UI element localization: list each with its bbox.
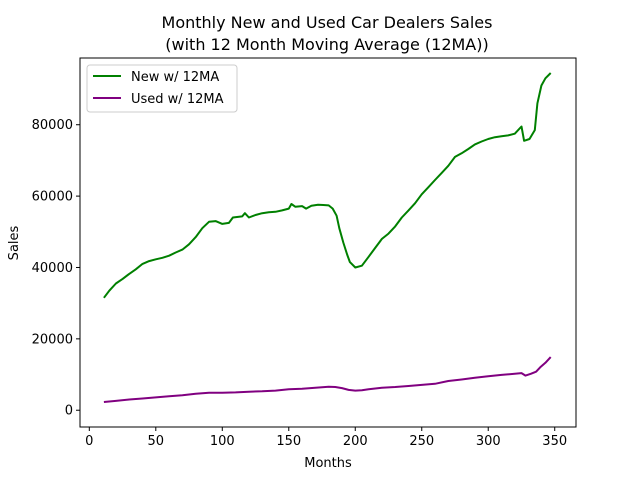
x-axis-ticks: 0 50 100 150 200 250 300 350: [85, 427, 567, 449]
y-tick-label: 60000: [32, 190, 73, 205]
y-axis-ticks: 0 20000 40000 60000 80000: [32, 118, 80, 419]
y-tick-label: 40000: [32, 261, 73, 276]
legend-frame: [86, 64, 238, 113]
legend-label-new: New w/ 12MA: [131, 70, 219, 85]
series-line-new: [103, 72, 552, 299]
chart-title-line-1: Monthly New and Used Car Dealers Sales: [162, 13, 493, 32]
chart-title-line-2: (with 12 Month Moving Average (12MA)): [165, 35, 488, 54]
series-layer: [103, 72, 552, 403]
x-tick-label: 150: [276, 434, 301, 449]
y-tick-label: 80000: [32, 118, 73, 133]
x-tick-label: 100: [210, 434, 235, 449]
y-tick-label: 20000: [32, 332, 73, 347]
plot-area-frame: [79, 57, 577, 428]
series-line-used: [103, 356, 552, 403]
x-tick-label: 250: [409, 434, 434, 449]
x-axis-label: Months: [304, 456, 352, 471]
x-tick-label: 350: [542, 434, 567, 449]
y-tick-label: 0: [65, 404, 73, 419]
y-axis-label: Sales: [7, 225, 22, 260]
x-tick-label: 200: [343, 434, 368, 449]
x-tick-label: 0: [85, 434, 93, 449]
x-tick-label: 50: [148, 434, 165, 449]
legend: New w/ 12MA Used w/ 12MA: [86, 64, 238, 113]
x-tick-label: 300: [476, 434, 501, 449]
legend-label-used: Used w/ 12MA: [131, 92, 224, 107]
